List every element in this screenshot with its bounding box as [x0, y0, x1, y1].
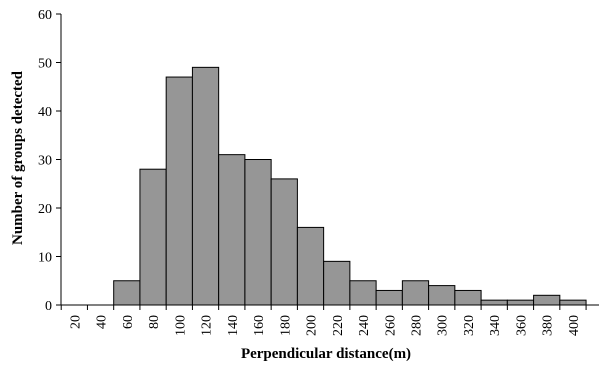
y-tick-label: 40: [38, 105, 52, 120]
bar-240: [349, 280, 377, 306]
x-tick-label-320: 320: [462, 315, 477, 336]
x-ticks-group: 20 40 60 80 100 120 140 160 180 200 220 240 260 280 30…: [60, 305, 587, 336]
y-tick-label: 60: [38, 8, 52, 23]
y-tick-label: 10: [38, 251, 52, 266]
bars-group: [113, 66, 587, 306]
bar-220: [323, 260, 351, 306]
bar-160: [244, 159, 272, 306]
bar-380: [533, 294, 561, 306]
x-tick-label-360: 360: [514, 315, 529, 336]
x-tick-label-380: 380: [541, 315, 556, 336]
y-ticks-group: 0 10 20 30 40 50 60: [38, 8, 61, 314]
bar-400: [559, 299, 587, 306]
bar-120: [191, 66, 220, 306]
bar-180: [270, 178, 298, 306]
x-tick-label-20: 20: [68, 315, 83, 329]
y-tick-label: 30: [38, 154, 52, 169]
x-tick-label-200: 200: [305, 315, 320, 336]
x-tick-label-120: 120: [200, 315, 215, 336]
y-tick-label: 20: [38, 202, 52, 217]
y-tick-label: 50: [38, 57, 52, 72]
y-axis-title: Number of groups detected: [10, 70, 26, 245]
bar-260: [375, 289, 403, 306]
x-tick-label-280: 280: [409, 315, 424, 336]
bar-280: [401, 280, 430, 306]
bar-60: [113, 280, 141, 306]
bar-360: [506, 299, 535, 306]
bar-140: [218, 154, 246, 306]
y-tick-label: 0: [45, 299, 52, 314]
x-tick-label-80: 80: [147, 315, 162, 329]
bar-300: [428, 285, 456, 306]
x-tick-label-180: 180: [278, 315, 293, 336]
bar-200: [296, 226, 325, 306]
x-tick-label-260: 260: [383, 315, 398, 336]
bar-320: [454, 289, 482, 306]
x-tick-label-140: 140: [226, 315, 241, 336]
x-tick-label-400: 400: [567, 315, 582, 336]
x-tick-label-60: 60: [121, 315, 136, 329]
x-tick-label-240: 240: [357, 315, 372, 336]
x-tick-label-300: 300: [436, 315, 451, 336]
x-tick-label-220: 220: [331, 315, 346, 336]
x-tick-label-100: 100: [173, 315, 188, 336]
x-tick-label-40: 40: [95, 315, 110, 329]
bar-80: [139, 168, 167, 306]
x-tick-label-340: 340: [488, 315, 503, 336]
bar-340: [480, 299, 508, 306]
bar-100: [165, 76, 193, 306]
x-tick-label-160: 160: [252, 315, 267, 336]
x-axis-title: Perpendicular distance(m): [241, 346, 411, 362]
